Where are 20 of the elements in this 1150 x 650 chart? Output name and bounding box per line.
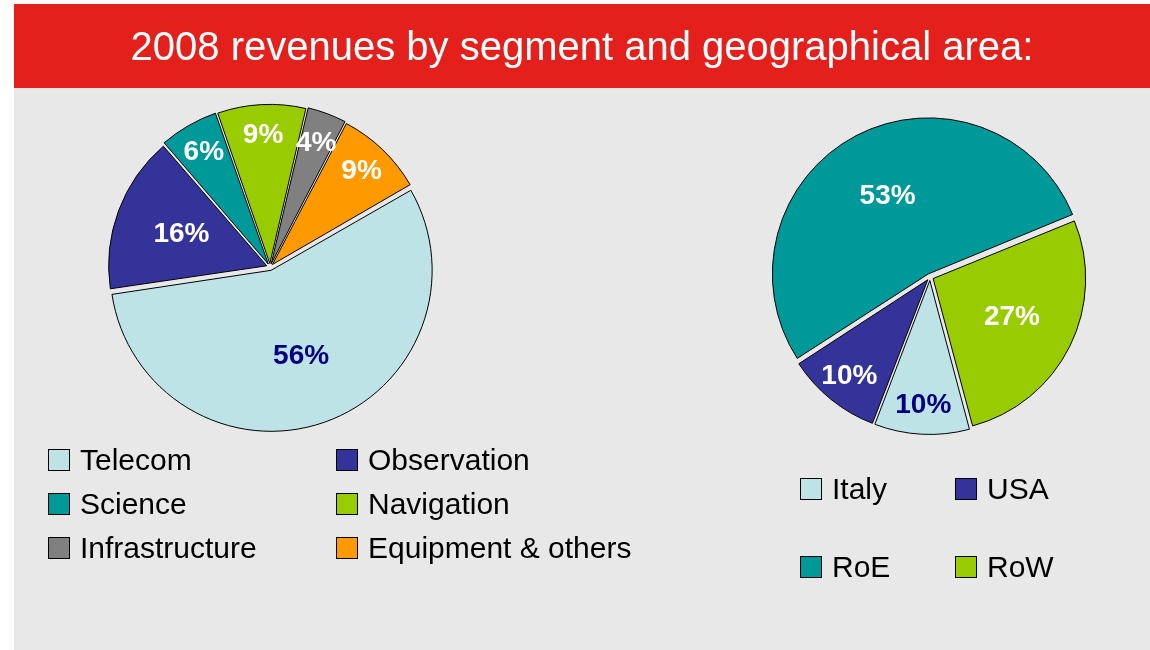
data-label: 27% xyxy=(983,300,1041,332)
data-label: 6% xyxy=(183,135,225,167)
legend-label: Italy xyxy=(831,472,889,506)
data-label: 56% xyxy=(273,338,330,370)
data-label: 9% xyxy=(242,117,284,149)
data-label: 9% xyxy=(341,154,382,186)
data-label: 10% xyxy=(895,387,952,419)
legend-label: Science xyxy=(79,487,188,521)
legend-label: Navigation xyxy=(367,487,511,521)
data-label: 53% xyxy=(859,178,916,210)
chart-title: 2008 revenues by segment and geographical area: xyxy=(14,4,1150,88)
legend-label: USA xyxy=(986,472,1050,506)
legend-label: RoW xyxy=(986,550,1055,584)
legend-label: Equipment & others xyxy=(367,531,633,565)
legend-label: Telecom xyxy=(79,443,193,477)
legend-label: Observation xyxy=(367,443,531,477)
data-label: 16% xyxy=(153,216,210,248)
legend-label: Infrastructure xyxy=(79,531,258,565)
data-label: 10% xyxy=(821,359,878,391)
legend-label: RoE xyxy=(831,550,892,584)
